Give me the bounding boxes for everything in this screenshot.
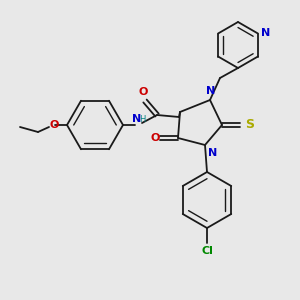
Text: H: H — [139, 115, 146, 124]
Text: N: N — [208, 148, 217, 158]
Text: S: S — [245, 118, 254, 131]
Text: N: N — [206, 86, 216, 96]
Text: O: O — [49, 120, 59, 130]
Text: O: O — [150, 133, 160, 143]
Text: O: O — [138, 87, 148, 97]
Text: N: N — [261, 28, 270, 38]
Text: N: N — [132, 114, 142, 124]
Text: Cl: Cl — [201, 246, 213, 256]
